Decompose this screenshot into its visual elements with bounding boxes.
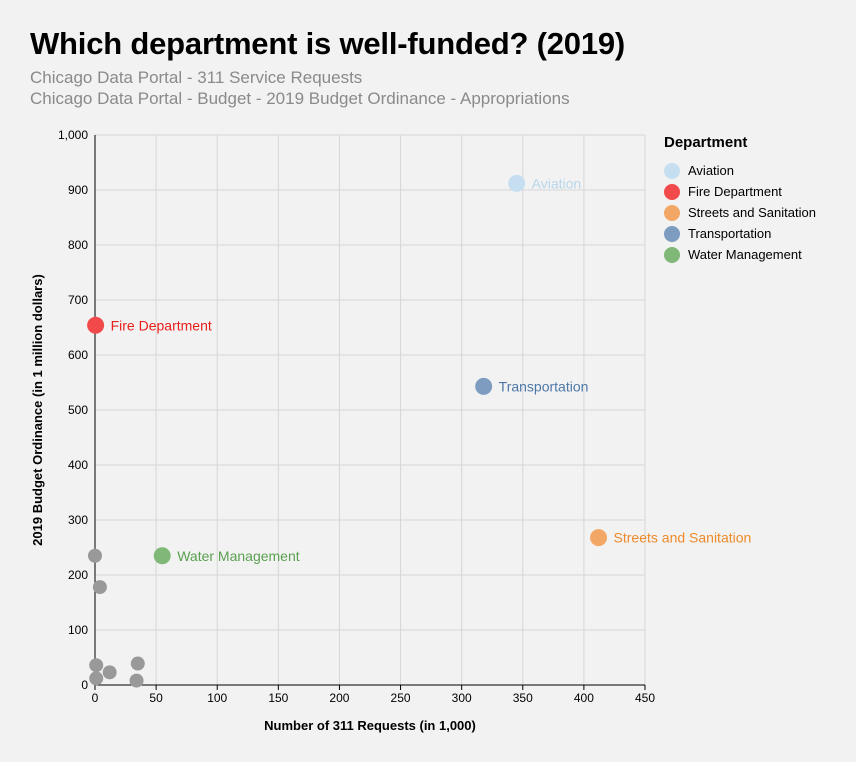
- legend: Department Aviation Fire Department Street…: [664, 134, 816, 265]
- x-tick-label: 150: [268, 691, 288, 705]
- legend-label: Fire Department: [688, 184, 782, 199]
- point-transportation: [475, 377, 493, 395]
- legend-swatch: [664, 246, 680, 263]
- point-label-transportation: Transportation: [499, 378, 589, 394]
- legend-item-water-management: Water Management: [664, 244, 816, 265]
- y-tick-label: 800: [68, 238, 88, 252]
- x-tick-label: 100: [207, 691, 227, 705]
- x-tick-label: 400: [574, 691, 594, 705]
- chart-title: Which department is well-funded? (2019): [30, 26, 626, 61]
- other-department-point: [89, 671, 104, 686]
- point-label-aviation: Aviation: [532, 175, 582, 191]
- y-tick-label: 200: [68, 568, 88, 582]
- other-department-point: [88, 548, 102, 563]
- legend-label: Transportation: [688, 226, 772, 241]
- x-tick-label: 250: [391, 691, 411, 705]
- chart-subtitle-source-1: Chicago Data Portal - 311 Service Reques…: [30, 68, 363, 87]
- legend-swatch: [664, 162, 680, 179]
- y-tick-label: 700: [68, 293, 88, 307]
- y-tick-label: 300: [68, 513, 88, 527]
- y-axis-title: 2019 Budget Ordinance (in 1 million doll…: [30, 274, 45, 546]
- y-tick-label: 0: [81, 678, 88, 692]
- other-department-point: [92, 580, 107, 595]
- point-water-management: [153, 547, 171, 565]
- legend-label: Streets and Sanitation: [688, 205, 816, 220]
- x-tick-label: 450: [635, 691, 655, 705]
- axes: 0 100 200 300 400 500 600 700 800 900 1,000 0 50 100 1…: [58, 128, 655, 705]
- legend-title: Department: [664, 134, 748, 151]
- y-tick-label: 100: [68, 623, 88, 637]
- point-fire-department: [87, 316, 105, 334]
- point-label-water-management: Water Management: [177, 548, 300, 564]
- x-tick-label: 200: [329, 691, 349, 705]
- legend-item-streets-and-sanitation: Streets and Sanitation: [664, 202, 816, 223]
- legend-swatch: [664, 225, 680, 242]
- x-tick-label: 50: [149, 691, 163, 705]
- x-tick-label: 350: [513, 691, 533, 705]
- legend-label: Water Management: [688, 247, 802, 262]
- x-tick-label: 300: [452, 691, 472, 705]
- y-tick-label: 600: [68, 348, 88, 362]
- grid-lines: [94, 134, 646, 686]
- other-department-point: [129, 673, 144, 688]
- y-tick-label: 500: [68, 403, 88, 417]
- legend-label: Aviation: [688, 163, 735, 178]
- legend-items: Aviation Fire Department Streets and Sanit…: [664, 160, 816, 265]
- other-department-point: [130, 656, 145, 671]
- other-department-point: [102, 665, 117, 680]
- data-points: Aviation Fire Department Streets and Sanit…: [87, 174, 752, 688]
- legend-swatch: [664, 204, 680, 221]
- other-department-point: [89, 658, 104, 673]
- y-tick-label: 400: [68, 458, 88, 472]
- point-streets-and-sanitation: [590, 529, 608, 547]
- point-label-fire-department: Fire Department: [111, 317, 212, 333]
- legend-item-transportation: Transportation: [664, 223, 816, 244]
- point-aviation: [508, 174, 526, 192]
- chart-subtitle-source-2: Chicago Data Portal - Budget - 2019 Budg…: [30, 89, 570, 108]
- legend-item-aviation: Aviation: [664, 160, 816, 181]
- point-label-streets-and-sanitation: Streets and Sanitation: [614, 530, 752, 546]
- legend-item-fire-department: Fire Department: [664, 181, 816, 202]
- y-tick-label: 1,000: [58, 128, 88, 142]
- x-tick-label: 0: [92, 691, 99, 705]
- x-axis-title: Number of 311 Requests (in 1,000): [264, 718, 476, 733]
- y-tick-label: 900: [68, 183, 88, 197]
- legend-swatch: [664, 183, 680, 200]
